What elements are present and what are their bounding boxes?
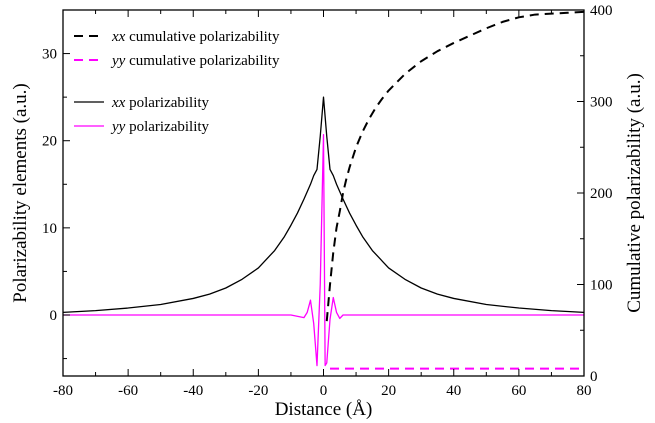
y-left-tick-label: 10 — [42, 221, 57, 237]
y-right-tick-label: 100 — [590, 278, 613, 294]
y-right-tick-label: 300 — [590, 95, 613, 111]
x-tick-label: 60 — [511, 383, 526, 399]
x-tick-label: 0 — [320, 383, 328, 399]
series-layer — [63, 10, 584, 370]
series-line-0 — [63, 96, 584, 314]
x-tick-label: 40 — [446, 383, 461, 399]
legend: xx cumulative polarizability yy cumulativ… — [74, 29, 280, 135]
x-tick-label: -40 — [183, 383, 203, 399]
x-tick-label: 20 — [381, 383, 396, 399]
y-left-tick-label: 0 — [50, 308, 58, 324]
right-y-axis-label: Cumulative polarizability (a.u.) — [624, 73, 645, 313]
x-tick-label: -20 — [248, 383, 268, 399]
y-right-tick-label: 200 — [590, 186, 613, 202]
y-left-tick-label: 30 — [42, 47, 57, 63]
y-right-tick-label: 0 — [590, 369, 598, 385]
x-axis-label: Distance (Å) — [275, 399, 373, 420]
x-tick-label: 80 — [577, 383, 592, 399]
legend-label: yy polarizability — [110, 119, 210, 135]
y-left-tick-label: 20 — [42, 134, 57, 150]
legend-label: xx polarizability — [111, 95, 210, 111]
x-tick-label: -80 — [53, 383, 73, 399]
legend-label: yy cumulative polarizability — [110, 53, 280, 69]
tick-layer: -80 -60 -40 -20 0 20 40 60 800102030010020030040… — [42, 3, 613, 399]
legend-label: xx cumulative polarizability — [111, 29, 280, 45]
series-line-2 — [325, 10, 584, 322]
x-tick-label: -60 — [118, 383, 138, 399]
left-y-axis-label: Polarizability elements (a.u.) — [10, 83, 31, 302]
series-line-1 — [63, 133, 584, 367]
y-right-tick-label: 400 — [590, 3, 613, 19]
